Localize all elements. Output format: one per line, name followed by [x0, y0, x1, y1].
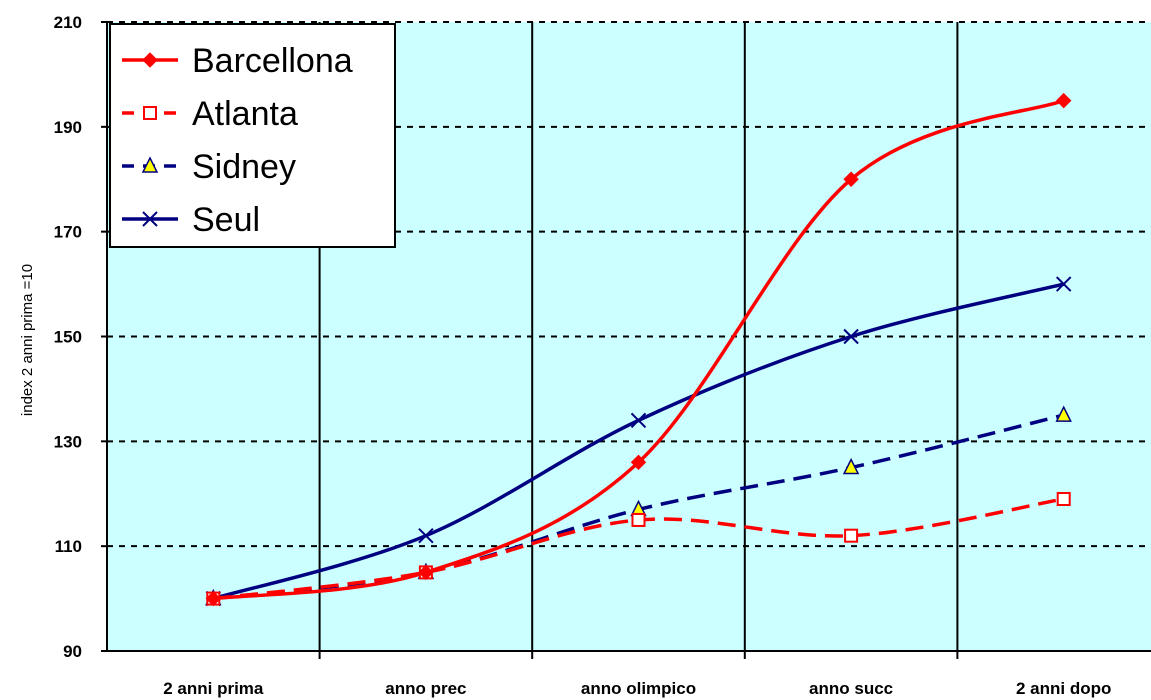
y-tick-label: 190 — [54, 118, 82, 137]
point-atlanta — [844, 528, 859, 543]
legend-label-seul: Seul — [192, 201, 260, 239]
point-barcellona — [205, 590, 222, 607]
y-tick-label: 130 — [54, 432, 82, 451]
point-seul — [630, 412, 647, 429]
x-tick-label: 2 anni prima — [163, 679, 264, 698]
point-barcellona — [1055, 92, 1072, 109]
point-sidney — [842, 457, 860, 475]
point-barcellona — [418, 564, 434, 581]
y-tick-label: 150 — [54, 328, 82, 347]
y-tick-label: 210 — [54, 13, 82, 32]
axes: 90 110 130 150 170 190 210 2 anni prima anno pre… — [54, 13, 1151, 698]
legend-marker-seul — [142, 211, 158, 227]
x-tick-label: anno olimpico — [581, 679, 696, 698]
point-atlanta — [631, 512, 646, 527]
point-seul — [418, 527, 434, 544]
legend: Barcellona Atlanta Sidney Seul — [109, 23, 396, 248]
y-axis-label: index 2 anni prima =10 — [19, 264, 36, 416]
legend-marker-barcellona — [142, 52, 158, 68]
legend-label-atlanta: Atlanta — [192, 95, 298, 133]
y-tick-label: 170 — [54, 223, 82, 242]
x-tick-label: anno prec — [385, 679, 466, 698]
point-barcellona — [630, 454, 647, 471]
point-atlanta — [1056, 491, 1071, 506]
x-tick-label: 2 anni dopo — [1016, 679, 1111, 698]
legend-label-sidney: Sidney — [192, 148, 296, 186]
legend-marker-atlanta — [143, 106, 157, 120]
series-line-barcellona — [213, 98, 1065, 601]
legend-label-barcellona: Barcellona — [192, 42, 353, 80]
point-sidney — [1055, 405, 1072, 422]
x-tick-label: anno succ — [809, 679, 893, 698]
y-tick-label: 110 — [55, 537, 82, 556]
point-seul — [1055, 276, 1072, 292]
point-seul — [843, 328, 859, 345]
series-markers — [205, 92, 1072, 607]
legend-marker-sidney — [141, 156, 159, 173]
y-tick-label: 90 — [63, 642, 82, 661]
point-barcellona — [843, 171, 859, 187]
